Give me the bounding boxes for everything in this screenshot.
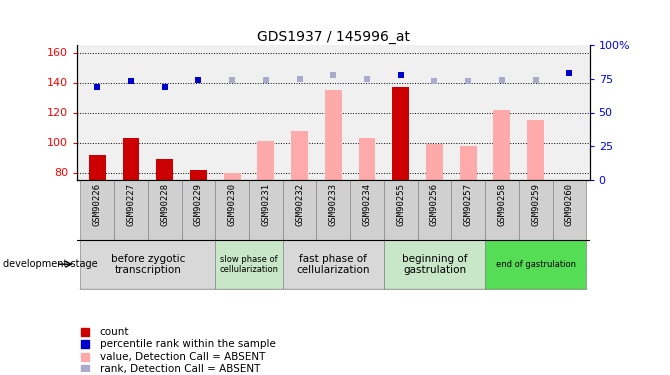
Bar xyxy=(224,172,241,180)
Text: before zygotic
transcription: before zygotic transcription xyxy=(111,254,185,275)
Text: end of gastrulation: end of gastrulation xyxy=(496,260,576,269)
Bar xyxy=(460,146,476,180)
Bar xyxy=(485,180,519,240)
Bar xyxy=(417,180,452,240)
Bar xyxy=(283,180,316,240)
Bar xyxy=(485,240,586,289)
Bar xyxy=(249,180,283,240)
Text: GSM90232: GSM90232 xyxy=(295,183,304,226)
Bar xyxy=(350,180,384,240)
Bar xyxy=(358,138,375,180)
Bar xyxy=(316,180,350,240)
Bar xyxy=(426,144,443,180)
Text: GSM90234: GSM90234 xyxy=(362,183,372,226)
Text: GSM90256: GSM90256 xyxy=(430,183,439,226)
Text: fast phase of
cellularization: fast phase of cellularization xyxy=(297,254,370,275)
Text: GSM90228: GSM90228 xyxy=(160,183,170,226)
Bar xyxy=(80,240,215,289)
Bar xyxy=(325,90,342,180)
Text: beginning of
gastrulation: beginning of gastrulation xyxy=(402,254,467,275)
Bar xyxy=(384,240,485,289)
Text: GSM90229: GSM90229 xyxy=(194,183,203,226)
Bar xyxy=(384,180,417,240)
Text: GSM90227: GSM90227 xyxy=(127,183,135,226)
Bar xyxy=(89,154,106,180)
Text: GSM90231: GSM90231 xyxy=(261,183,271,226)
Text: GSM90230: GSM90230 xyxy=(228,183,237,226)
Bar xyxy=(494,110,511,180)
Bar xyxy=(291,130,308,180)
Text: GSM90233: GSM90233 xyxy=(329,183,338,226)
Text: GSM90260: GSM90260 xyxy=(565,183,574,226)
Bar xyxy=(215,180,249,240)
Text: percentile rank within the sample: percentile rank within the sample xyxy=(100,339,275,350)
Text: GSM90226: GSM90226 xyxy=(92,183,102,226)
Bar xyxy=(182,180,215,240)
Text: GSM90257: GSM90257 xyxy=(464,183,473,226)
Text: GSM90258: GSM90258 xyxy=(497,183,507,226)
Bar xyxy=(283,240,384,289)
Bar xyxy=(393,87,409,180)
Bar xyxy=(553,180,586,240)
Text: rank, Detection Call = ABSENT: rank, Detection Call = ABSENT xyxy=(100,364,260,374)
Text: value, Detection Call = ABSENT: value, Detection Call = ABSENT xyxy=(100,352,265,362)
Bar xyxy=(215,240,283,289)
Bar xyxy=(123,138,139,180)
Title: GDS1937 / 145996_at: GDS1937 / 145996_at xyxy=(257,30,410,44)
Text: GSM90255: GSM90255 xyxy=(396,183,405,226)
Text: slow phase of
cellularization: slow phase of cellularization xyxy=(220,255,279,274)
Bar xyxy=(257,141,274,180)
Text: GSM90259: GSM90259 xyxy=(531,183,540,226)
Bar xyxy=(148,180,182,240)
Bar xyxy=(156,159,173,180)
Bar xyxy=(114,180,148,240)
Bar xyxy=(190,170,207,180)
Bar xyxy=(80,180,114,240)
Text: count: count xyxy=(100,327,129,337)
Bar xyxy=(452,180,485,240)
Text: development stage: development stage xyxy=(3,260,98,269)
Bar xyxy=(519,180,553,240)
Bar xyxy=(527,120,544,180)
